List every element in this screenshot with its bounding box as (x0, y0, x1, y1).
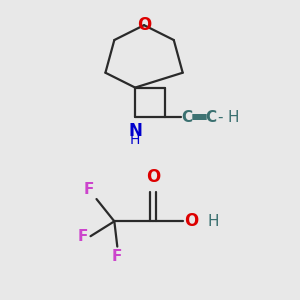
Text: H: H (227, 110, 239, 125)
Text: -: - (218, 110, 223, 125)
Text: H: H (207, 214, 219, 229)
Text: F: F (112, 249, 122, 264)
Text: H: H (130, 133, 140, 147)
Text: C: C (206, 110, 217, 125)
Text: C: C (182, 110, 193, 125)
Text: O: O (137, 16, 151, 34)
Text: O: O (146, 168, 160, 186)
Text: F: F (78, 229, 88, 244)
Text: N: N (128, 122, 142, 140)
Text: O: O (184, 212, 199, 230)
Text: F: F (84, 182, 94, 197)
